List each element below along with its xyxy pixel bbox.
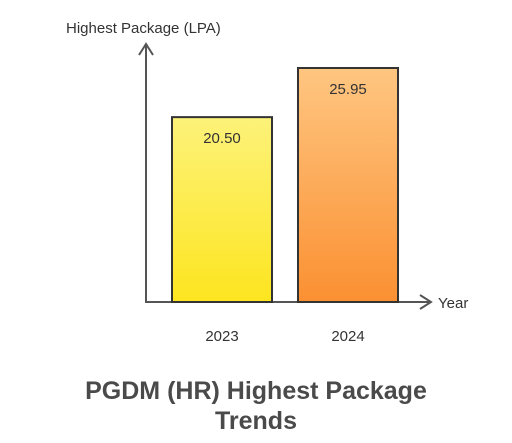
data-label-2024: 25.95 (329, 81, 367, 98)
chart-title-line-2: Trends (215, 407, 297, 435)
bars-group: 20.50 2023 25.95 2024 (171, 66, 399, 345)
x-tick-label-2024: 2024 (331, 328, 364, 345)
x-tick-label-2023: 2023 (205, 328, 238, 345)
data-label-2023: 20.50 (203, 130, 241, 147)
x-axis-arrow (419, 294, 433, 310)
chart-title-line-1: PGDM (HR) Highest Package (85, 377, 427, 405)
y-axis-label: Highest Package (LPA) (66, 20, 221, 37)
bar-2024 (297, 66, 399, 303)
y-axis-arrow (138, 42, 154, 56)
x-axis-label: Year (438, 295, 468, 312)
chart-title: PGDM (HR) Highest Package Trends (56, 376, 456, 436)
bar-2023 (171, 116, 273, 303)
